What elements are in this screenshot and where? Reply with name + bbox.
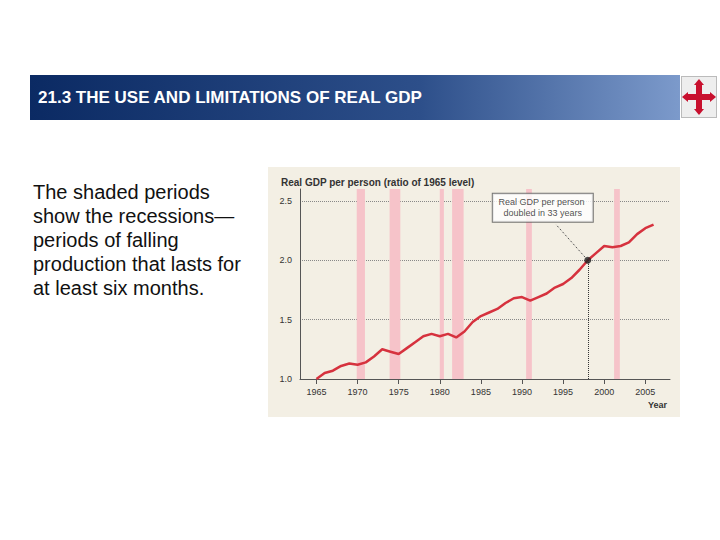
svg-text:1.5: 1.5 [279, 315, 292, 325]
svg-text:2.0: 2.0 [279, 255, 292, 265]
svg-text:1965: 1965 [306, 387, 326, 397]
html-text:The shaded periods show the re: The shaded periods show the recessions—p… [33, 181, 241, 299]
svg-text:1975: 1975 [389, 387, 409, 397]
svg-text:1990: 1990 [512, 387, 532, 397]
svg-text:1985: 1985 [471, 387, 491, 397]
html-text:21.3 THE USE AND LIMITATIONS O: 21.3 THE USE AND LIMITATIONS OF REAL GDP [38, 88, 422, 107]
svg-text:1970: 1970 [348, 387, 368, 397]
svg-text:2.5: 2.5 [279, 196, 292, 206]
svg-text:1980: 1980 [430, 387, 450, 397]
svg-text:1995: 1995 [553, 387, 573, 397]
svg-text:Real GDP per person (ratio of: Real GDP per person (ratio of 1965 level… [281, 177, 474, 188]
svg-text:Year: Year [648, 400, 668, 410]
svg-text:2000: 2000 [594, 387, 614, 397]
svg-text:Real GDP per person: Real GDP per person [499, 197, 587, 207]
svg-text:1.0: 1.0 [279, 374, 292, 384]
svg-text:2005: 2005 [635, 387, 655, 397]
svg-text:doubled in 33 years: doubled in 33 years [503, 208, 582, 218]
